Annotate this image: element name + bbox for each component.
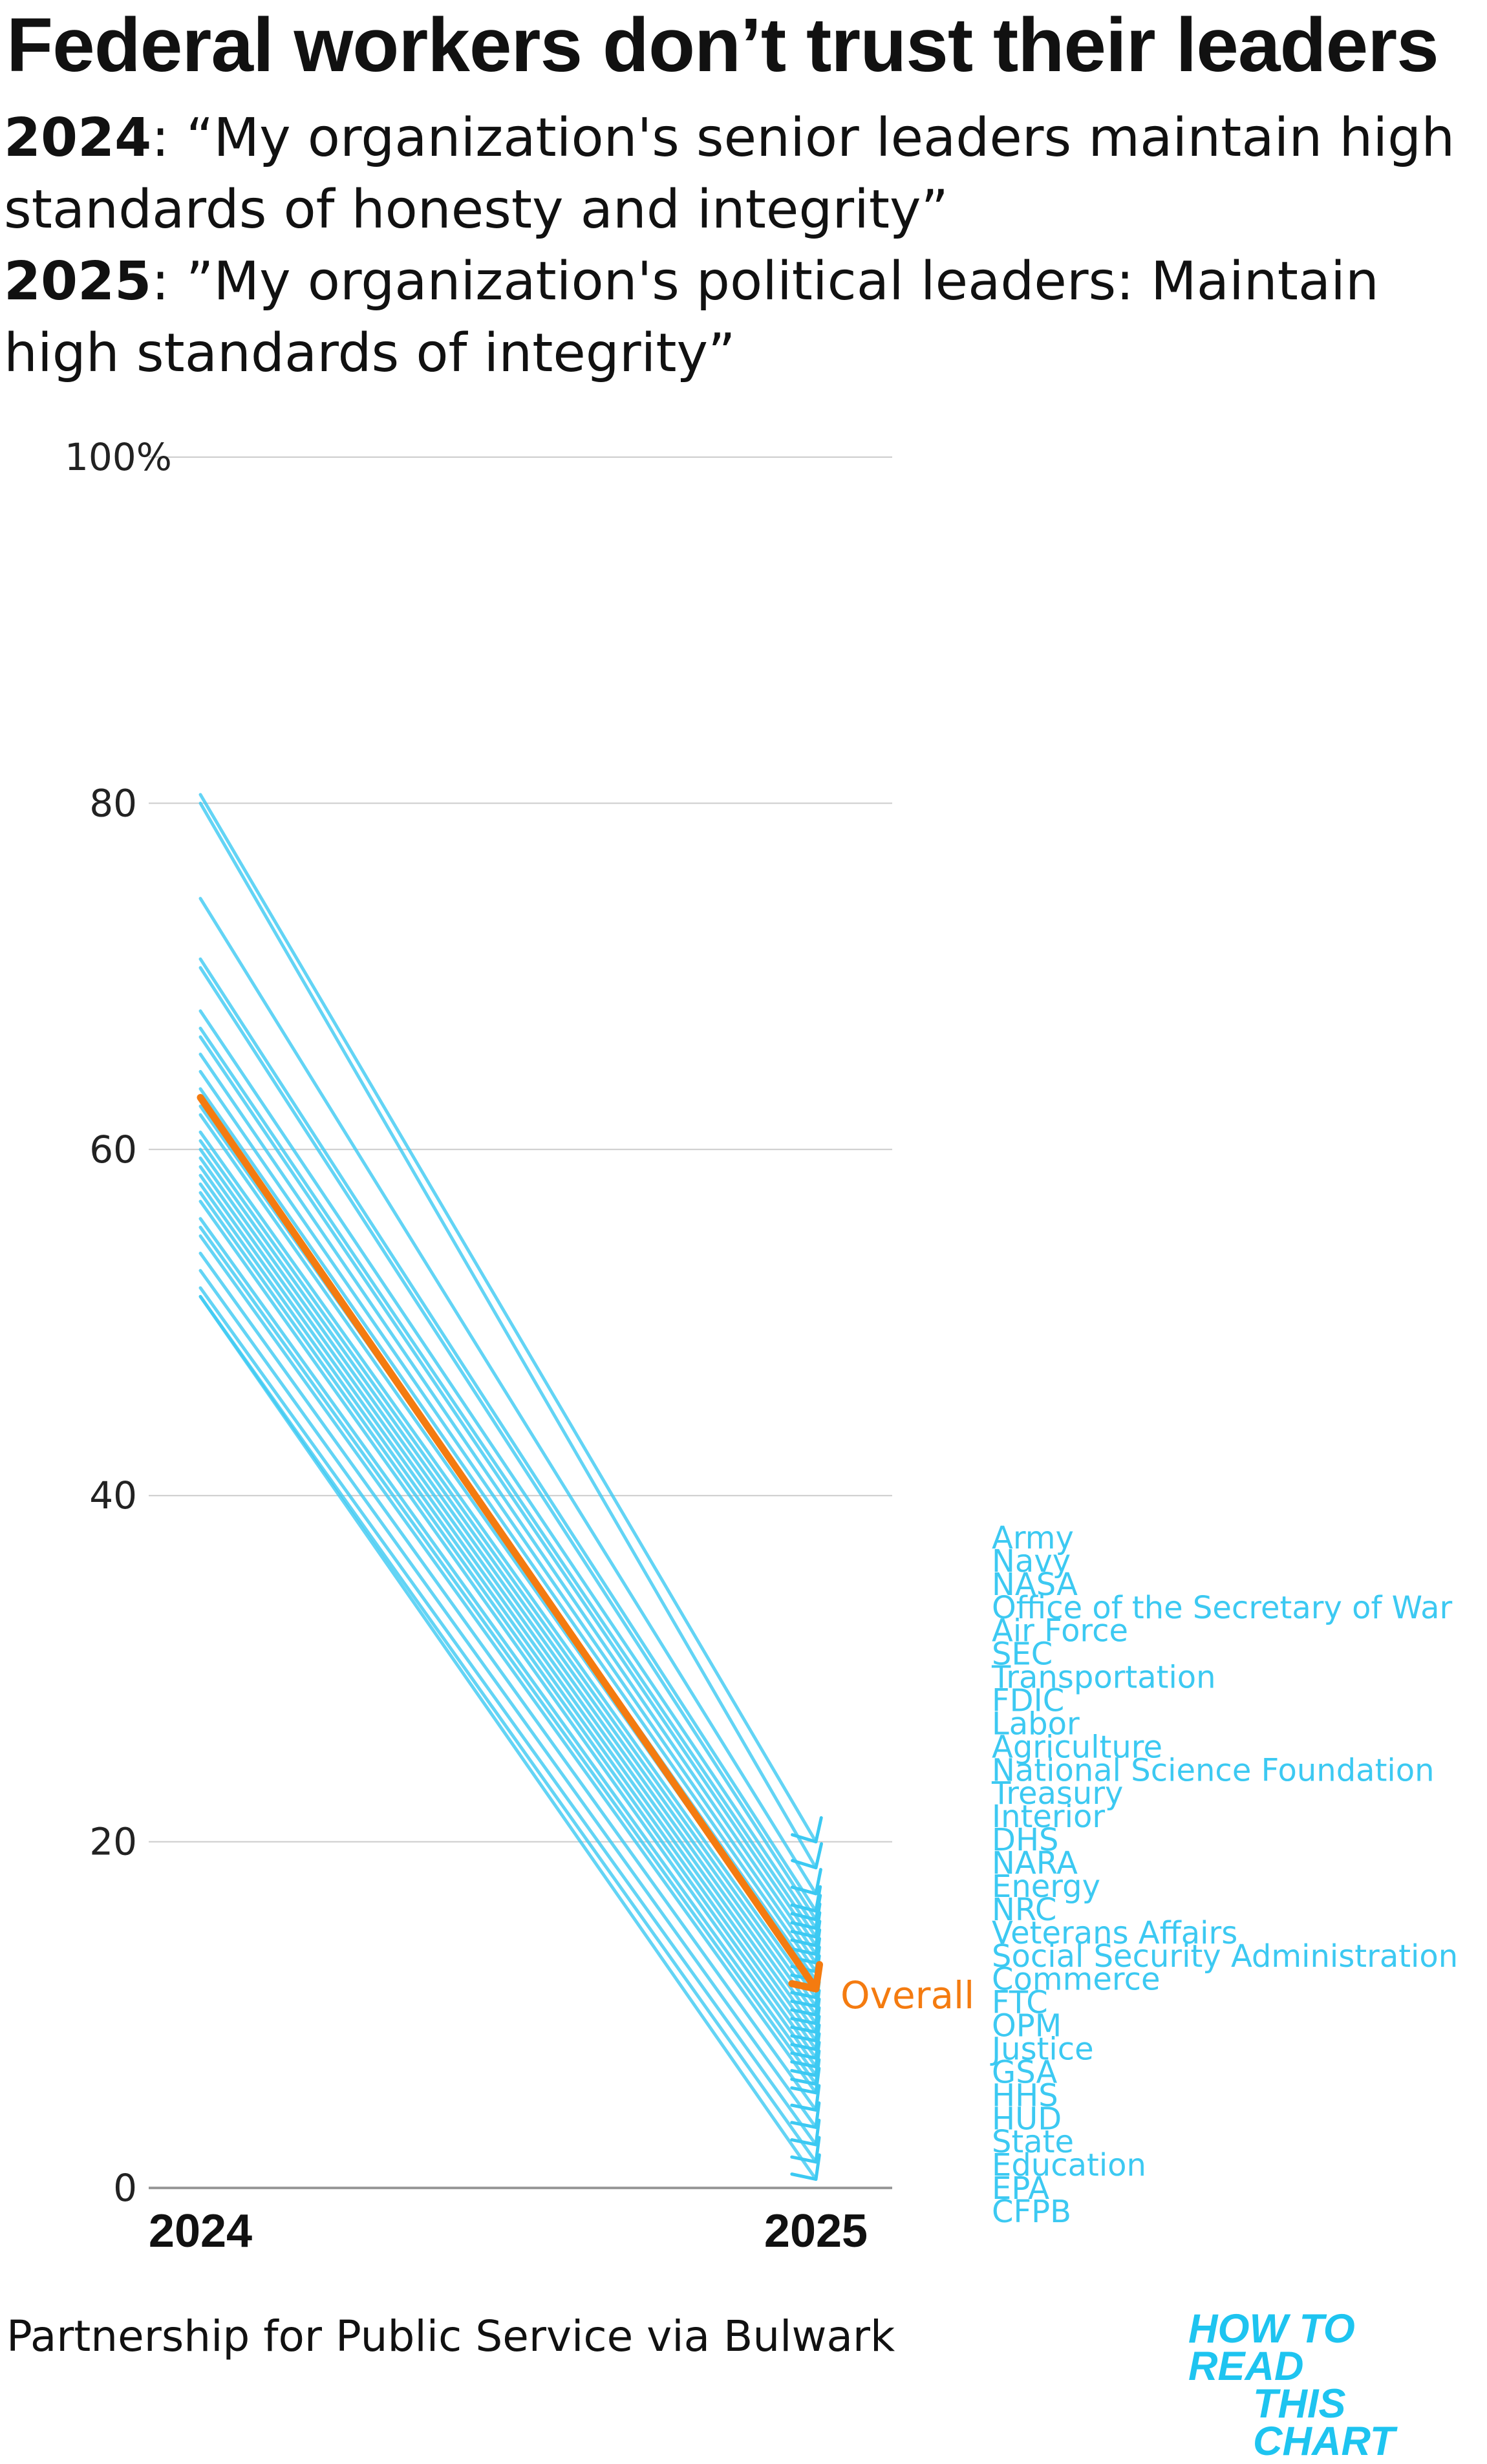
- agency-arrowhead: [791, 1842, 824, 1870]
- agency-line: [198, 1035, 818, 1947]
- agency-end-label: State: [992, 2124, 1074, 2160]
- agency-line: [198, 1294, 818, 2164]
- agency-line: [198, 1087, 818, 1973]
- agency-line: [198, 1139, 818, 2008]
- y-tick-label: 20: [89, 1820, 137, 1864]
- agency-line: [198, 1130, 818, 2000]
- subtitle-text-2024: : “My organization's senior leaders main…: [4, 107, 1455, 241]
- gridlines: [149, 456, 892, 2189]
- agency-arrowhead: [790, 2153, 821, 2181]
- agency-end-label: Air Force: [992, 1613, 1128, 1649]
- agency-line: [198, 1009, 818, 1930]
- agency-end-label: EPA: [992, 2170, 1049, 2207]
- y-tick-label: 60: [89, 1128, 137, 1172]
- agency-line: [198, 1156, 818, 2026]
- agency-line: [198, 966, 818, 1922]
- agency-end-label: HHS: [992, 2077, 1058, 2114]
- agency-line: [198, 1225, 818, 2086]
- agency-end-label: Agriculture: [992, 1729, 1162, 1765]
- brand-line-1: HOW TO READ: [1188, 2306, 1355, 2389]
- agency-end-label: NASA: [992, 1567, 1078, 1603]
- overall-arrowhead: [788, 1961, 824, 1993]
- agency-end-label: Office of the Secretary of War: [992, 1590, 1452, 1626]
- agency-end-label: HUD: [992, 2101, 1062, 2137]
- agency-end-label: SEC: [992, 1636, 1053, 1673]
- agency-line: [198, 793, 818, 1844]
- y-tick-label: 40: [89, 1473, 137, 1517]
- agency-line: [198, 1165, 818, 2034]
- agency-line: [198, 1148, 818, 2017]
- agency-end-label: Army: [992, 1520, 1074, 1556]
- agency-end-label: DHS: [992, 1822, 1059, 1858]
- agency-end-label: FDIC: [992, 1683, 1064, 1719]
- agency-end-label: Labor: [992, 1706, 1080, 1742]
- agency-line: [198, 1286, 818, 2147]
- agency-line: [198, 1053, 818, 1956]
- agency-end-label: Treasury: [991, 1775, 1123, 1812]
- agency-end-label: Interior: [992, 1799, 1105, 1835]
- chart-title: Federal workers don’t trust their leader…: [6, 3, 1439, 88]
- agency-line: [198, 1269, 818, 2129]
- agency-line: [198, 1234, 818, 2095]
- agency-end-label: Education: [992, 2147, 1146, 2183]
- agency-line: [198, 1199, 818, 2069]
- overall-label: Overall: [840, 1973, 974, 2017]
- y-tick-label: 80: [89, 781, 137, 825]
- subtitle-year-2024: 2024: [4, 107, 152, 169]
- chart-subtitle: 2024: “My organization's senior leaders …: [4, 102, 1478, 389]
- agency-end-label: Transportation: [991, 1660, 1216, 1696]
- subtitle-year-2025: 2025: [4, 251, 152, 312]
- agency-line: [198, 1251, 818, 2112]
- agency-arrowhead: [791, 1816, 823, 1844]
- x-tick-label: 2024: [149, 2205, 252, 2257]
- y-tick-label: 100%: [65, 435, 172, 479]
- x-axis-ticks: 2024 2025: [149, 2205, 868, 2257]
- agency-end-label: CFPB: [992, 2194, 1071, 2230]
- subtitle-text-2025: : ”My organization's political leaders: …: [4, 251, 1379, 384]
- agency-line: [198, 1026, 818, 1939]
- agency-end-label: Social Security Administration: [992, 1938, 1458, 1975]
- overall-series: Overall: [197, 1093, 974, 2017]
- x-tick-label: 2025: [764, 2205, 868, 2257]
- agency-line: [198, 1217, 818, 2077]
- agency-end-label: Commerce: [992, 1962, 1161, 1998]
- agency-end-label: OPM: [992, 2008, 1062, 2044]
- agency-line: [198, 1173, 818, 2042]
- agency-end-label: National Science Foundation: [992, 1752, 1435, 1788]
- brand-line-2: THIS CHART: [1253, 2381, 1395, 2464]
- agency-end-label: Veterans Affairs: [992, 1915, 1237, 1951]
- agency-end-label: NRC: [992, 1892, 1056, 1928]
- agency-end-label: GSA: [992, 2054, 1058, 2090]
- agency-line: [198, 1294, 818, 2181]
- source-note: Partnership for Public Service via Bulwa…: [6, 2311, 895, 2361]
- y-axis-ticks: 0 20 40 60 80 100%: [65, 435, 172, 2210]
- agency-end-label: Justice: [990, 2031, 1094, 2067]
- agency-line: [198, 801, 818, 1870]
- agency-series: [198, 793, 824, 2181]
- agency-line: [198, 1182, 818, 2052]
- y-tick-label: 0: [113, 2166, 137, 2210]
- agency-line: [198, 1191, 818, 2060]
- agency-end-label: Navy: [992, 1543, 1071, 1580]
- agency-end-label: FTC: [992, 1985, 1048, 2021]
- overall-line: [197, 1093, 820, 1993]
- agency-end-label: Energy: [992, 1869, 1100, 1905]
- agency-end-label: NARA: [992, 1845, 1078, 1881]
- agency-line: [198, 957, 818, 1913]
- brand-logo: HOW TO READ THIS CHART: [1188, 2306, 1479, 2464]
- agency-line: [198, 1069, 818, 1965]
- agency-line: [198, 897, 818, 1896]
